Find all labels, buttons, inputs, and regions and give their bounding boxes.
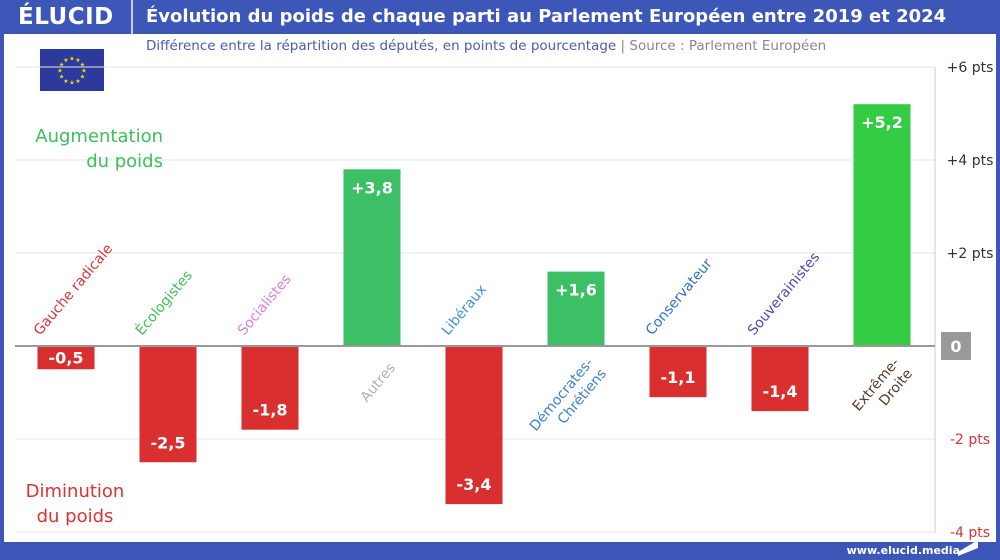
annotation-decrease: du poids xyxy=(37,506,114,527)
elucid-logo: ÉLUCID xyxy=(18,4,114,30)
header-divider xyxy=(131,0,133,34)
value-label: -3,4 xyxy=(457,475,492,494)
flag-star: ★ xyxy=(81,68,86,75)
header: ÉLUCID Évolution du poids de chaque part… xyxy=(0,0,1000,34)
category-label: Extrême-Droite xyxy=(850,355,916,425)
flag-star: ★ xyxy=(80,74,85,81)
ytick-label: +2 pts xyxy=(947,246,994,262)
ytick-label: +4 pts xyxy=(947,153,994,169)
value-label: -2,5 xyxy=(151,433,186,452)
flag-star: ★ xyxy=(57,68,62,75)
annotation-increase: Augmentation xyxy=(35,126,163,147)
ytick-label: -4 pts xyxy=(950,525,990,541)
category-label: Socialistes xyxy=(235,272,295,339)
subtitle-separator: | xyxy=(620,38,626,54)
category-label-line: Socialistes xyxy=(235,272,295,339)
bar xyxy=(649,346,707,398)
flag-star: ★ xyxy=(63,57,68,64)
bar xyxy=(37,346,95,370)
category-label-line: Écologistes xyxy=(132,267,196,338)
category-label: Écologistes xyxy=(132,267,196,338)
flag-star: ★ xyxy=(59,74,64,81)
footer-url: www.elucid.media xyxy=(846,544,960,557)
eu-flag-icon: ★ ★ ★ ★ ★ ★ ★ ★ ★ ★ ★ ★ xyxy=(40,49,104,91)
chart-title: Évolution du poids de chaque parti au Pa… xyxy=(146,6,947,27)
annotation-decrease: Diminution xyxy=(26,481,125,502)
category-label: Libéraux xyxy=(439,282,490,339)
chart-subtitle: Différence entre la répartition des dépu… xyxy=(146,38,826,54)
bar xyxy=(853,104,911,346)
flag-star: ★ xyxy=(63,78,68,85)
flag-star: ★ xyxy=(75,57,80,64)
bar xyxy=(547,271,605,346)
category-label-line: Gauche radicale xyxy=(31,241,116,338)
value-label: +1,6 xyxy=(555,281,597,300)
value-label: -1,1 xyxy=(661,368,696,387)
category-label: Autres xyxy=(358,360,399,405)
flag-star: ★ xyxy=(59,62,64,69)
category-label: Conservateur xyxy=(643,256,716,339)
value-label: +3,8 xyxy=(351,178,393,197)
category-label: Souverainistes xyxy=(745,249,823,338)
elucid-mark-icon xyxy=(958,540,978,556)
bar xyxy=(445,346,503,505)
bar xyxy=(241,346,299,430)
category-label-line: Conservateur xyxy=(643,256,716,339)
ytick-label: -2 pts xyxy=(950,432,990,448)
bar xyxy=(343,169,401,346)
value-label: -1,4 xyxy=(763,382,798,401)
annotation-increase: du poids xyxy=(86,151,163,172)
ytick-label: +6 pts xyxy=(947,60,994,76)
bar xyxy=(751,346,809,412)
value-label: -0,5 xyxy=(49,349,84,368)
flag-star: ★ xyxy=(69,56,74,63)
category-label: Démocrates-Chrétiens xyxy=(527,355,610,445)
ytick-label: 0 xyxy=(950,337,961,356)
category-label-line: Libéraux xyxy=(439,282,490,339)
subtitle-text: Différence entre la répartition des dépu… xyxy=(146,38,617,54)
zero-label-box xyxy=(941,332,971,360)
flag-star: ★ xyxy=(75,78,80,85)
bar xyxy=(139,346,197,463)
category-label-line: Souverainistes xyxy=(745,249,823,338)
flag-star: ★ xyxy=(80,62,85,69)
source-text: Source : Parlement Européen xyxy=(629,38,827,54)
category-label: Gauche radicale xyxy=(31,241,116,338)
category-label-line: Autres xyxy=(358,360,399,405)
value-label: +5,2 xyxy=(861,113,903,132)
flag-star: ★ xyxy=(69,80,74,87)
value-label: -1,8 xyxy=(253,401,288,420)
